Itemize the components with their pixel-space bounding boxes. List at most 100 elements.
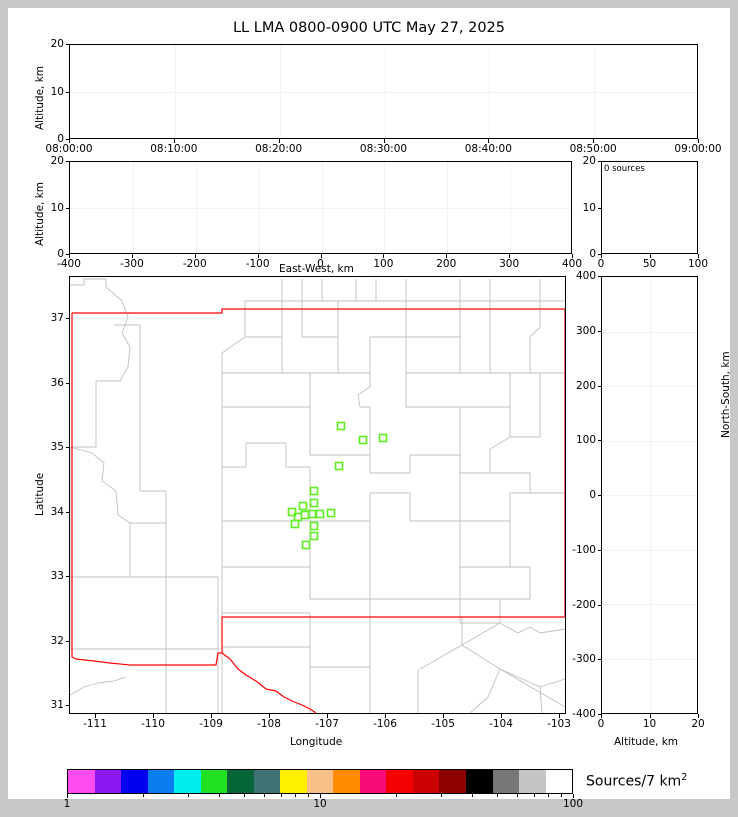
map-axis-y-tick: [65, 705, 69, 706]
colorbar-swatch: [147, 770, 175, 793]
map-axis-x-tick: [269, 714, 270, 718]
colorbar-swatch: [492, 770, 520, 793]
ew-axis-y-label: 0: [57, 247, 64, 260]
map-axis-x-tick: [95, 714, 96, 718]
source-histogram-panel[interactable]: 0 sources: [601, 161, 698, 254]
time-height-panel[interactable]: [69, 44, 698, 139]
ew-axis-x-label: 400: [561, 258, 583, 270]
map-axis-y-label: 33: [50, 569, 64, 582]
ew-axis-x-label: 0: [317, 258, 324, 270]
colorbar-title: Sources/7 km2: [586, 772, 687, 790]
ew-axis-x-label: 300: [499, 258, 520, 270]
ns-axis-y-tick: [597, 330, 601, 332]
map-axis-y-tick: [65, 318, 69, 319]
map-axis-x-label: -107: [315, 718, 339, 730]
colorbar-swatch: [174, 770, 201, 793]
colorbar-minor-tick: [496, 794, 498, 797]
lma-source-markers: [287, 421, 388, 550]
map-axis-x-tick: [327, 714, 328, 718]
colorbar-minor-tick: [440, 794, 442, 797]
ew-height-panel[interactable]: [69, 161, 572, 254]
colorbar-minor-tick: [308, 794, 310, 797]
ns-axis-x-tick: [649, 714, 651, 718]
time-axis-x-label: 09:00:00: [674, 143, 722, 155]
map-axis-y-tick: [65, 382, 69, 384]
colorbar-tick-label: 100: [562, 798, 584, 810]
map-axis-y-label: 31: [50, 698, 64, 711]
ns-axis-x-label: 0: [597, 718, 605, 730]
colorbar[interactable]: [67, 769, 573, 794]
colorbar-minor-tick: [396, 794, 398, 797]
map-axis-x-label: -104: [489, 718, 513, 730]
colorbar-swatch: [545, 770, 573, 793]
colorbar-swatch: [306, 770, 334, 793]
ns-height-ylabel: North-South, km: [720, 351, 732, 438]
ns-axis-y-tick: [597, 659, 601, 661]
colorbar-minor-tick: [516, 794, 518, 797]
map-geometry: [70, 278, 565, 713]
colorbar-swatch: [412, 770, 440, 793]
time-axis-x-tick: [69, 139, 70, 143]
time-axis-x-tick: [488, 139, 490, 143]
time-axis-x-tick: [698, 139, 699, 143]
colorbar-swatch: [253, 770, 281, 793]
colorbar-swatch: [227, 770, 254, 793]
ns-axis-y-label: -200: [572, 598, 596, 611]
colorbar-swatch: [200, 770, 228, 793]
ns-axis-y-label: 300: [575, 324, 596, 337]
figure-title: LL LMA 0800-0900 UTC May 27, 2025: [232, 20, 506, 36]
hist-axis-y-tick: [597, 207, 601, 209]
ns-axis-x-label: 10: [642, 718, 657, 730]
colorbar-tick-label: 1: [63, 798, 71, 810]
map-axis-x-label: -105: [431, 718, 455, 730]
ns-axis-y-label: 400: [575, 269, 596, 282]
time-axis-x-label: 08:20:00: [255, 143, 303, 155]
map-axis-y-label: 35: [50, 440, 64, 453]
state-boundary-new-mexico: [71, 308, 565, 713]
colorbar-minor-tick: [143, 794, 145, 797]
colorbar-title-text: Sources/7 km: [586, 773, 682, 790]
map-axis-x-tick: [153, 714, 154, 718]
colorbar-tick: [67, 794, 68, 798]
ew-axis-y-tick: [65, 207, 69, 209]
map-axis-x-label: -110: [141, 718, 165, 730]
colorbar-swatch: [121, 770, 148, 793]
ns-axis-y-label: 100: [575, 434, 596, 446]
map-axis-x-tick: [559, 714, 560, 718]
colorbar-swatch: [359, 770, 387, 793]
source-count-annotation: 0 sources: [604, 164, 645, 174]
time-axis-x-tick: [383, 139, 385, 143]
map-axis-x-label: -106: [373, 718, 397, 730]
ns-axis-y-label: -400: [572, 707, 596, 720]
ns-height-xlabel: Altitude, km: [614, 736, 679, 748]
ns-axis-y-tick: [597, 604, 601, 606]
time-axis-x-tick: [593, 139, 595, 143]
ew-axis-x-label: -100: [245, 258, 270, 270]
ns-height-panel[interactable]: [601, 276, 698, 714]
time-axis-x-tick: [173, 139, 175, 143]
ns-axis-x-label: 20: [691, 718, 705, 730]
colorbar-swatch: [465, 770, 493, 793]
lma-figure: LL LMA 0800-0900 UTC May 27, 2025 Altitu…: [8, 8, 732, 810]
map-axis-y-label: 34: [50, 505, 64, 518]
map-axis-y-label: 32: [50, 634, 64, 647]
colorbar-minor-tick: [243, 794, 245, 797]
hist-axis-y-label: 10: [582, 201, 596, 214]
ew-axis-x-tick: [509, 254, 511, 258]
ns-axis-y-tick: [597, 495, 601, 496]
colorbar-minor-tick: [548, 794, 550, 797]
ns-axis-y-label: 0: [589, 488, 596, 501]
colorbar-minor-tick: [263, 794, 265, 797]
colorbar-minor-tick: [187, 794, 189, 797]
colorbar-tick: [320, 794, 321, 798]
map-panel[interactable]: [69, 276, 566, 714]
map-axis-y-label: 36: [50, 376, 64, 389]
colorbar-minor-tick: [561, 794, 563, 797]
map-axis-y-tick: [65, 447, 69, 448]
map-axis-x-label: -109: [199, 718, 223, 730]
time-axis-y-label: 0: [57, 132, 64, 145]
time-axis-x-label: 08:50:00: [569, 143, 617, 155]
map-axis-x-tick: [211, 714, 212, 718]
colorbar-swatch: [280, 770, 307, 793]
colorbar-minor-tick: [295, 794, 297, 797]
